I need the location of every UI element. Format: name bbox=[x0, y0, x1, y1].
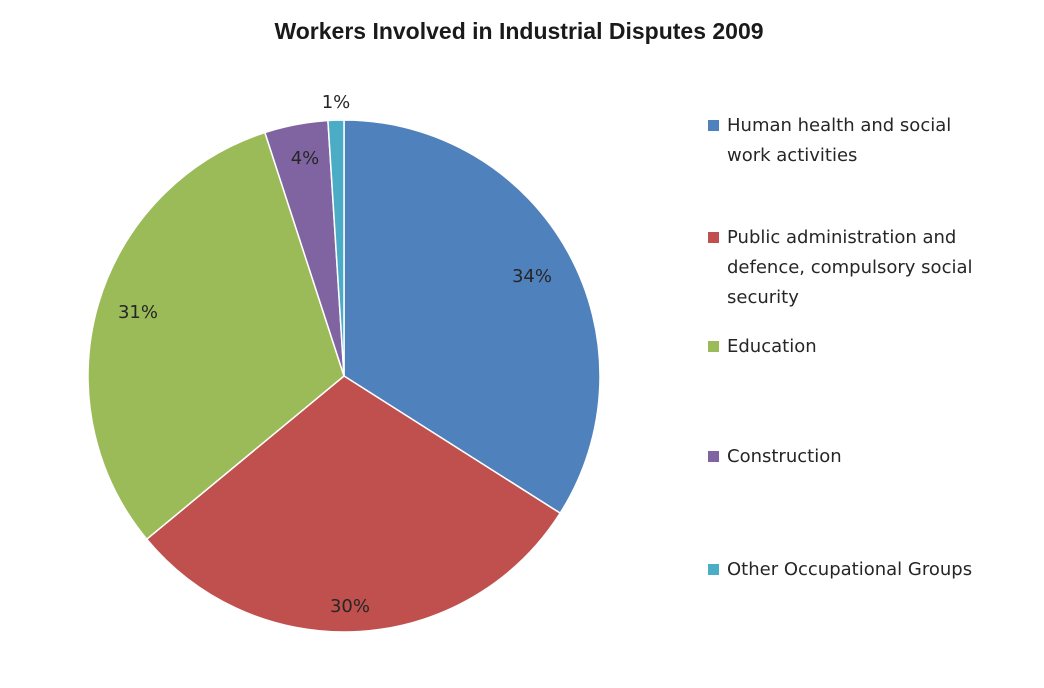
legend-label: Public administration and bbox=[727, 227, 956, 248]
legend-item-human-health-and-social-work-activities: Human health and social work activities bbox=[708, 115, 951, 166]
pie-slice-other-occupational-groups bbox=[327, 119, 345, 377]
data-label-education: 31% bbox=[118, 302, 158, 323]
pie-slice-education bbox=[87, 131, 345, 540]
legend-label: Construction bbox=[727, 446, 842, 467]
data-label-other-occupational-groups: 1% bbox=[322, 92, 351, 113]
legend-swatch bbox=[708, 341, 719, 352]
legend-swatch bbox=[708, 564, 719, 575]
pie-slices bbox=[87, 119, 601, 633]
legend-item-other-occupational-groups: Other Occupational Groups bbox=[708, 559, 972, 580]
data-label-public-administration-and-defence-compulsory-social-security: 30% bbox=[330, 596, 370, 617]
slice-labels: 34% 30% 31% 4% 1% bbox=[118, 92, 552, 617]
legend-swatch bbox=[708, 120, 719, 131]
legend-label: Other Occupational Groups bbox=[727, 559, 972, 580]
pie-slice-human-health-and-social-work-activities bbox=[343, 119, 601, 514]
legend-label: work activities bbox=[727, 145, 857, 166]
data-label-construction: 4% bbox=[291, 148, 320, 169]
legend-swatch bbox=[708, 232, 719, 243]
legend-label: defence, compulsory social bbox=[727, 257, 973, 278]
pie-slice-public-administration-and-defence-compulsory-social-security bbox=[146, 375, 561, 633]
legend-item-education: Education bbox=[708, 336, 817, 357]
chart-title: Workers Involved in Industrial Disputes … bbox=[274, 18, 763, 44]
legend-item-public-administration-and-defence-compulsory-social-security: Public administration and defence, compul… bbox=[708, 227, 973, 308]
chart-legend: Human health and social work activities Pu… bbox=[708, 115, 973, 580]
legend-label: security bbox=[727, 287, 799, 308]
legend-label: Human health and social bbox=[727, 115, 951, 136]
legend-swatch bbox=[708, 451, 719, 462]
data-label-human-health-and-social-work-activities: 34% bbox=[512, 266, 552, 287]
legend-label: Education bbox=[727, 336, 817, 357]
legend-item-construction: Construction bbox=[708, 446, 842, 467]
